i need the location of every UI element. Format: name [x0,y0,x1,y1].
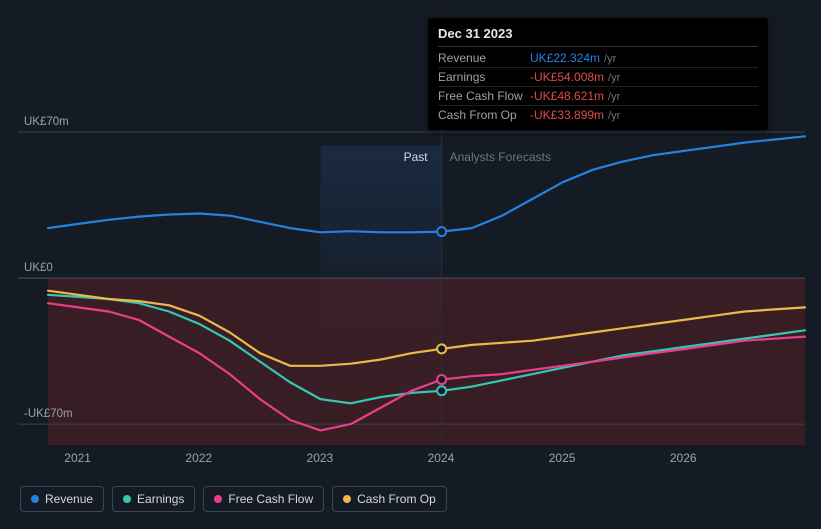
tooltip-row: Free Cash Flow-UK£48.621m/yr [438,87,758,106]
y-axis-label: UK£0 [24,262,53,274]
legend-item-label: Revenue [45,492,93,506]
tooltip-row-unit: /yr [608,110,620,122]
tooltip-row-value: UK£22.324m [530,51,600,65]
tooltip-row-unit: /yr [608,91,620,103]
tooltip-row-unit: /yr [604,53,616,65]
tooltip-row: Cash From Op-UK£33.899m/yr [438,106,758,124]
y-axis-label: UK£70m [24,116,69,128]
legend-dot-icon [123,495,131,503]
tooltip-row-label: Cash From Op [438,108,530,122]
marker-dot-revenue [437,227,446,236]
legend-item-label: Earnings [137,492,184,506]
tooltip-row-label: Earnings [438,70,530,84]
legend-item-revenue[interactable]: Revenue [20,486,104,512]
y-axis-label: -UK£70m [24,408,73,420]
x-axis-label: 2022 [185,451,212,465]
tooltip-row-unit: /yr [608,72,620,84]
legend-item-fcf[interactable]: Free Cash Flow [203,486,324,512]
tooltip-row-value: -UK£48.621m [530,89,604,103]
legend-item-label: Cash From Op [357,492,436,506]
marker-dot-earnings [437,386,446,395]
x-axis-label: 2023 [307,451,334,465]
legend-dot-icon [343,495,351,503]
tooltip-row-value: -UK£33.899m [530,108,604,122]
tooltip-date: Dec 31 2023 [438,26,758,47]
legend-item-earnings[interactable]: Earnings [112,486,195,512]
x-axis-label: 2024 [428,451,455,465]
region-label-past: Past [404,150,428,164]
x-axis-label: 2025 [549,451,576,465]
legend-dot-icon [214,495,222,503]
legend-item-label: Free Cash Flow [228,492,313,506]
legend-item-cfo[interactable]: Cash From Op [332,486,447,512]
x-axis-label: 2026 [670,451,697,465]
tooltip-row-label: Free Cash Flow [438,89,530,103]
tooltip-row: Earnings-UK£54.008m/yr [438,68,758,87]
marker-dot-fcf [437,375,446,384]
tooltip-row-value: -UK£54.008m [530,70,604,84]
x-axis-label: 2021 [64,451,91,465]
region-label-forecast: Analysts Forecasts [450,150,551,164]
legend-dot-icon [31,495,39,503]
tooltip-row: RevenueUK£22.324m/yr [438,49,758,68]
legend: Revenue Earnings Free Cash Flow Cash From O… [20,486,447,512]
marker-dot-cfo [437,344,446,353]
tooltip-row-label: Revenue [438,51,530,65]
data-tooltip: Dec 31 2023 RevenueUK£22.324m/yrEarnings… [428,18,768,130]
